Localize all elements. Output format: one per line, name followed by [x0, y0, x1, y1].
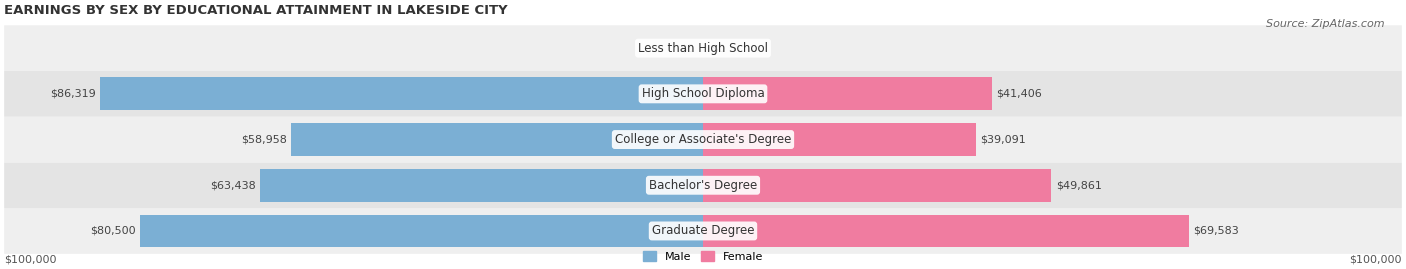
- Text: Source: ZipAtlas.com: Source: ZipAtlas.com: [1267, 19, 1385, 29]
- Text: $0: $0: [681, 43, 695, 53]
- Text: EARNINGS BY SEX BY EDUCATIONAL ATTAINMENT IN LAKESIDE CITY: EARNINGS BY SEX BY EDUCATIONAL ATTAINMEN…: [4, 4, 508, 17]
- Bar: [703, 123, 976, 156]
- Text: $63,438: $63,438: [209, 180, 256, 190]
- Text: $39,091: $39,091: [980, 134, 1026, 144]
- Text: $86,319: $86,319: [49, 89, 96, 99]
- Bar: [100, 77, 703, 110]
- Text: $100,000: $100,000: [4, 255, 56, 265]
- FancyBboxPatch shape: [4, 162, 1402, 208]
- Text: $0: $0: [711, 43, 725, 53]
- Text: $80,500: $80,500: [90, 226, 136, 236]
- Text: Bachelor's Degree: Bachelor's Degree: [650, 179, 756, 192]
- Text: $100,000: $100,000: [1350, 255, 1402, 265]
- Text: High School Diploma: High School Diploma: [641, 87, 765, 100]
- FancyBboxPatch shape: [4, 117, 1402, 162]
- Legend: Male, Female: Male, Female: [638, 247, 768, 267]
- FancyBboxPatch shape: [4, 208, 1402, 254]
- Bar: [141, 214, 703, 247]
- Text: $41,406: $41,406: [997, 89, 1042, 99]
- Text: College or Associate's Degree: College or Associate's Degree: [614, 133, 792, 146]
- FancyBboxPatch shape: [4, 25, 1402, 71]
- Bar: [703, 214, 1189, 247]
- Text: Less than High School: Less than High School: [638, 42, 768, 55]
- Text: $49,861: $49,861: [1056, 180, 1101, 190]
- Text: $58,958: $58,958: [240, 134, 287, 144]
- Bar: [703, 77, 993, 110]
- Bar: [260, 169, 703, 202]
- FancyBboxPatch shape: [4, 71, 1402, 117]
- Bar: [291, 123, 703, 156]
- Text: $69,583: $69,583: [1194, 226, 1239, 236]
- Text: Graduate Degree: Graduate Degree: [652, 224, 754, 238]
- Bar: [703, 169, 1052, 202]
